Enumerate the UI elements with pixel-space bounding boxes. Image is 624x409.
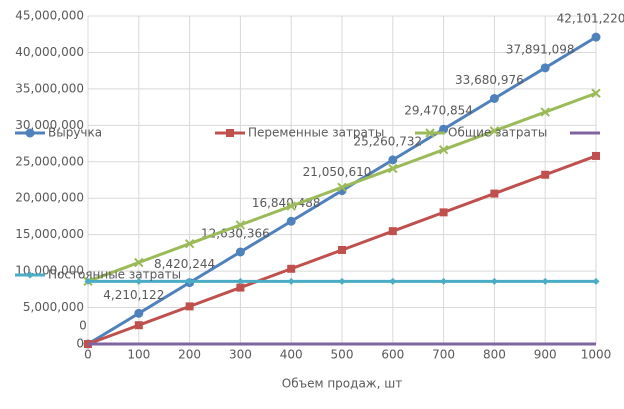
y-tick-label: 15,000,000 (15, 227, 84, 241)
marker (286, 201, 296, 211)
legend-label: Выручка (48, 126, 102, 140)
y-tick-label: 30,000,000 (15, 118, 84, 132)
marker (338, 245, 346, 254)
marker (185, 302, 194, 311)
x-tick-label: 0 (84, 348, 92, 362)
data-label: 16,840,488 (252, 196, 321, 210)
legend-marker (25, 128, 35, 138)
marker (541, 170, 550, 179)
marker (134, 308, 144, 318)
marker (388, 155, 398, 165)
marker (337, 182, 347, 192)
marker (235, 220, 246, 230)
series (84, 151, 600, 348)
x-tick-label: 700 (432, 348, 455, 362)
marker (236, 283, 245, 292)
x-tick-label: 600 (381, 348, 404, 362)
marker (235, 247, 245, 257)
marker (286, 216, 296, 226)
marker (287, 264, 296, 273)
data-label: 25,260,732 (353, 134, 422, 148)
marker (186, 277, 194, 285)
data-label: 8,420,244 (154, 257, 215, 271)
legend-item: Переменные затраты (215, 126, 384, 140)
marker (439, 208, 448, 217)
data-label: 37,891,098 (506, 42, 575, 56)
data-label: 42,101,220 (557, 12, 624, 26)
x-tick-label: 800 (483, 348, 506, 362)
marker (489, 126, 500, 136)
x-axis-title: Объем продаж, шт (282, 377, 402, 391)
marker (490, 189, 499, 198)
y-tick-label: 20,000,000 (15, 191, 84, 205)
legend-item: Общие затраты (415, 126, 547, 140)
legend-label: Постоянные затраты (48, 268, 181, 282)
data-label: 0 (79, 319, 87, 333)
series (83, 88, 601, 287)
legend-marker (26, 271, 34, 279)
marker (591, 88, 601, 98)
marker (134, 257, 144, 268)
x-tick-label: 900 (534, 348, 557, 362)
grid (87, 15, 597, 345)
y-tick-label: 0 (76, 337, 84, 351)
marker (540, 107, 550, 117)
marker (440, 277, 448, 285)
marker (84, 277, 92, 285)
x-tick-label: 500 (331, 348, 354, 362)
series (84, 277, 600, 285)
marker (592, 151, 600, 160)
legend-label: Переменные затраты (248, 126, 384, 140)
x-tick-label: 400 (280, 348, 303, 362)
marker (540, 63, 550, 73)
legend-marker (425, 128, 435, 138)
marker (184, 238, 195, 249)
y-tick-label: 40,000,000 (15, 45, 84, 59)
legend-item: Постоянные затраты (15, 268, 181, 282)
marker (591, 32, 601, 42)
marker (287, 277, 295, 285)
marker (135, 277, 143, 285)
marker (389, 277, 397, 285)
y-tick-label: 5,000,000 (23, 300, 84, 314)
marker (338, 277, 346, 285)
y-tick-label: 35,000,000 (15, 81, 84, 95)
data-label: 29,470,854 (404, 104, 473, 118)
marker (489, 94, 499, 104)
marker (490, 277, 498, 285)
x-tick-label: 1000 (581, 348, 612, 362)
legend-label: Общие затраты (448, 126, 547, 140)
marker (388, 163, 398, 174)
marker (438, 144, 449, 155)
x-tick-label: 200 (178, 348, 201, 362)
marker (592, 277, 600, 285)
y-tick-label: 25,000,000 (15, 154, 84, 168)
legend-item: Выручка (15, 126, 102, 140)
data-label: 12,630,366 (201, 226, 270, 240)
marker (236, 277, 244, 285)
marker (541, 277, 549, 285)
data-label: 4,210,122 (103, 288, 164, 302)
x-tick-label: 300 (229, 348, 252, 362)
data-label: 33,680,976 (455, 73, 524, 87)
marker (134, 321, 143, 330)
legend-marker (226, 129, 234, 137)
y-tick-label: 45,000,000 (15, 9, 84, 23)
x-tick-label: 100 (127, 348, 150, 362)
marker (388, 227, 397, 236)
data-label: 21,050,610 (303, 165, 372, 179)
marker (439, 124, 449, 134)
